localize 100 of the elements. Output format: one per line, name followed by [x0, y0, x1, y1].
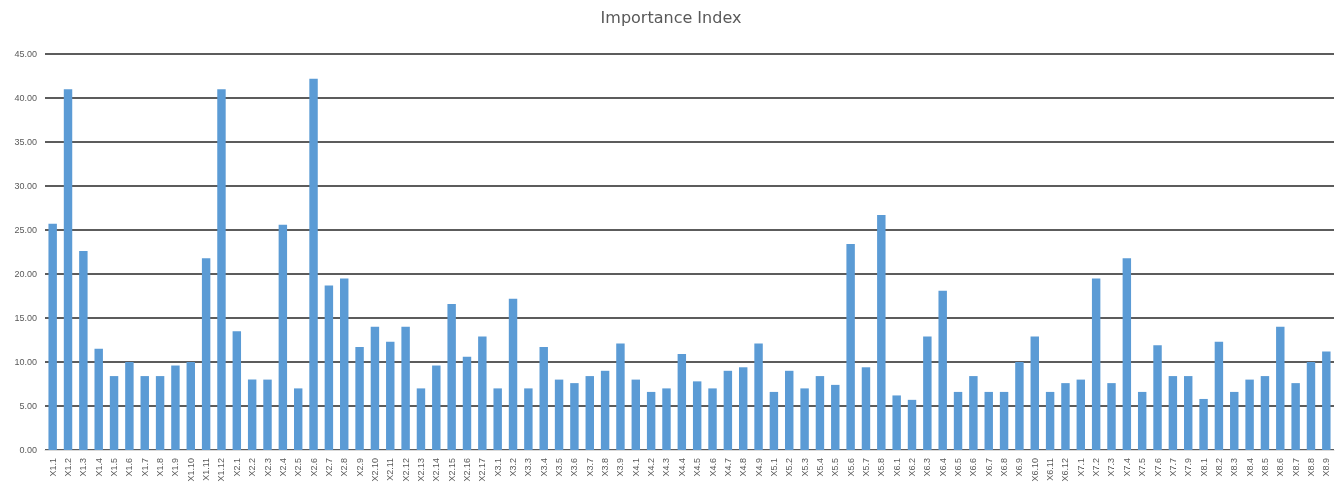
bar	[125, 362, 134, 450]
x-tick-label: X8.2	[1213, 458, 1224, 477]
x-tick-label: X2.17	[477, 458, 488, 482]
bar	[324, 285, 334, 450]
bar	[1291, 383, 1300, 450]
bar	[953, 391, 963, 450]
bar	[79, 251, 88, 450]
x-tick-label: X2.12	[400, 458, 411, 482]
bar	[109, 376, 119, 450]
bar	[1137, 391, 1147, 450]
bar	[815, 376, 825, 450]
x-tick-label: X7.1	[1075, 458, 1086, 477]
bar	[1168, 376, 1178, 450]
x-tick-label: X2.8	[339, 458, 350, 477]
x-tick-label: X6.1	[891, 458, 902, 477]
x-tick-label: X2.3	[262, 458, 273, 477]
x-tick-label: X3.9	[615, 458, 626, 477]
bar	[1076, 379, 1086, 450]
x-tick-label: X1.10	[185, 458, 196, 482]
x-tick-label: X8.9	[1321, 458, 1332, 477]
bar	[1091, 278, 1101, 450]
bar	[493, 388, 502, 450]
x-tick-label: X1.1	[47, 458, 58, 477]
y-tick-label: 45.00	[14, 49, 37, 59]
x-tick-label: X2.11	[385, 458, 396, 481]
y-tick-label: 15.00	[14, 313, 37, 323]
bar	[1107, 383, 1116, 450]
x-tick-label: X1.7	[139, 458, 150, 477]
x-tick-label: X1.6	[124, 458, 135, 477]
x-tick-label: X3.6	[569, 458, 580, 477]
bar	[616, 343, 625, 450]
bar	[340, 278, 349, 450]
x-tick-label: X5.7	[860, 458, 871, 477]
bar	[938, 290, 947, 450]
bar	[769, 391, 779, 450]
bar	[999, 391, 1009, 450]
x-tick-label: X1.11	[201, 458, 212, 481]
x-tick-label: X8.4	[1244, 458, 1255, 477]
x-tick-label: X4.2	[646, 458, 657, 477]
x-tick-label: X1.3	[78, 458, 89, 477]
bar	[631, 379, 641, 450]
bar	[462, 356, 472, 450]
x-tick-label: X6.5	[953, 458, 964, 477]
x-tick-label: X2.2	[247, 458, 258, 477]
x-tick-label: X7.3	[1106, 458, 1117, 477]
bar	[877, 215, 886, 450]
bar	[293, 388, 303, 450]
x-tick-label: X3.7	[584, 458, 595, 477]
x-tick-label: X3.4	[538, 458, 549, 477]
y-tick-label: 35.00	[14, 137, 37, 147]
bar	[186, 362, 195, 450]
x-tick-label: X8.1	[1198, 458, 1209, 477]
bar	[524, 388, 533, 450]
x-tick-label: X3.8	[600, 458, 611, 477]
x-tick-label: X3.1	[492, 458, 503, 477]
x-tick-label: X8.5	[1259, 458, 1270, 477]
x-tick-label: X4.1	[630, 458, 641, 477]
bar	[1153, 345, 1162, 450]
x-tick-label: X6.4	[937, 458, 948, 477]
bar	[416, 388, 426, 450]
bar	[1260, 376, 1270, 450]
bar	[723, 370, 733, 450]
bar	[140, 376, 149, 450]
x-tick-label: X6.6	[968, 458, 979, 477]
x-tick-label: X7.4	[1121, 458, 1132, 477]
x-tick-label: X8.6	[1275, 458, 1286, 477]
x-tick-label: X7.5	[1137, 458, 1148, 477]
y-tick-label: 40.00	[14, 93, 37, 103]
x-tick-label: X7.7	[1167, 458, 1178, 477]
bar	[1306, 362, 1316, 450]
x-tick-label: X4.5	[692, 458, 703, 477]
bar	[309, 78, 318, 450]
x-tick-label: X5.8	[876, 458, 887, 477]
bar	[1245, 379, 1254, 450]
bar	[201, 258, 211, 450]
x-tick-label: X6.7	[983, 458, 994, 477]
x-tick-label: X2.7	[323, 458, 334, 477]
x-tick-label: X5.5	[830, 458, 841, 477]
y-tick-label: 30.00	[14, 181, 37, 191]
x-tick-label: X3.2	[508, 458, 519, 477]
bar	[984, 391, 993, 450]
bar	[1045, 391, 1055, 450]
x-tick-label: X6.3	[922, 458, 933, 477]
bar	[969, 376, 978, 450]
bar	[831, 384, 840, 450]
bar	[1184, 376, 1193, 450]
x-tick-label: X7.6	[1152, 458, 1163, 477]
x-tick-label: X2.1	[231, 458, 242, 477]
x-tick-label: X4.8	[738, 458, 749, 477]
x-tick-label: X8.8	[1305, 458, 1316, 477]
x-tick-label: X2.9	[354, 458, 365, 477]
x-tick-label: X2.15	[446, 458, 457, 482]
bar	[800, 388, 809, 450]
x-tick-label: X2.10	[369, 458, 380, 482]
bar	[247, 379, 257, 450]
x-tick-label: X1.5	[109, 458, 120, 477]
bar	[355, 347, 364, 450]
x-tick-label: X4.7	[722, 458, 733, 477]
bar	[907, 399, 917, 450]
bar	[1199, 398, 1208, 450]
